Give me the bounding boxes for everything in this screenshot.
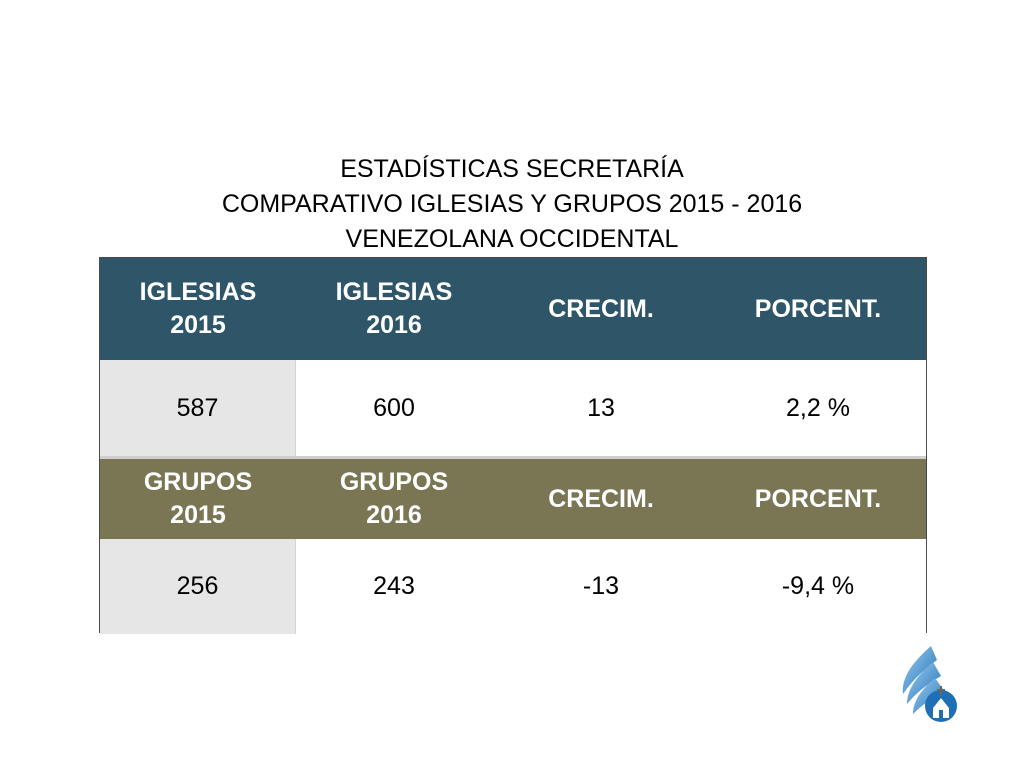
title-line-3: VENEZOLANA OCCIDENTAL (345, 225, 679, 253)
title-line-2: COMPARATIVO IGLESIAS Y GRUPOS 2015 - 201… (221, 190, 803, 218)
church-logo-icon (893, 642, 963, 732)
data-cell: 243 (296, 539, 492, 634)
data-cell: 2,2 % (710, 360, 926, 456)
iglesias-header-row: IGLESIAS 2015 IGLESIAS 2016 CRECIM. PORCEN… (100, 258, 926, 360)
header-cell: IGLESIAS 2015 (139, 278, 257, 339)
iglesias-data-row: 587 600 13 2,2 % (100, 360, 926, 456)
title-line-1: ESTADÍSTICAS SECRETARÍA (340, 155, 684, 183)
data-cell: 587 (100, 360, 296, 456)
data-cell: 13 (492, 360, 710, 456)
header-cell: GRUPOS 2016 (339, 468, 449, 529)
grupos-header-row: GRUPOS 2015 GRUPOS 2016 CRECIM. PORCENT. (100, 456, 926, 539)
header-cell: PORCENT. (754, 294, 882, 323)
data-cell: -9,4 % (710, 539, 926, 634)
header-cell: CRECIM. (548, 294, 654, 323)
header-cell: CRECIM. (548, 484, 654, 513)
header-cell: GRUPOS 2015 (143, 468, 253, 529)
data-cell: 256 (100, 539, 296, 634)
header-cell: IGLESIAS 2016 (335, 278, 453, 339)
data-cell: 600 (296, 360, 492, 456)
data-cell: -13 (492, 539, 710, 634)
statistics-table: IGLESIAS 2015 IGLESIAS 2016 CRECIM. PORCEN… (99, 257, 927, 634)
header-cell: PORCENT. (754, 484, 882, 513)
grupos-data-row: 256 243 -13 -9,4 % (100, 539, 926, 634)
page-title: ESTADÍSTICAS SECRETARÍA COMPARATIVO IGLE… (0, 152, 1024, 257)
